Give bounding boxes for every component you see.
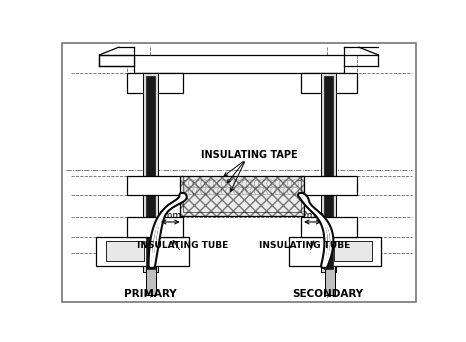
Circle shape [209, 180, 216, 187]
Circle shape [201, 180, 208, 187]
Text: PRIMARY: PRIMARY [124, 289, 177, 299]
Circle shape [242, 180, 249, 187]
Circle shape [291, 187, 299, 195]
Circle shape [230, 187, 237, 195]
Bar [301, 176, 356, 195]
Text: 2mm: 2mm [301, 211, 324, 220]
Circle shape [287, 187, 295, 195]
Circle shape [213, 187, 220, 195]
Circle shape [254, 187, 262, 195]
Circle shape [184, 187, 192, 195]
Circle shape [217, 187, 225, 195]
Bar [106, 241, 144, 261]
Circle shape [188, 187, 196, 195]
Circle shape [201, 187, 208, 195]
Bar [144, 74, 158, 272]
Circle shape [279, 187, 287, 195]
Circle shape [197, 180, 204, 187]
Bar [301, 74, 356, 93]
Bar [325, 266, 335, 295]
Circle shape [254, 180, 262, 187]
Bar [180, 176, 303, 216]
Circle shape [197, 187, 204, 195]
Text: INSULATING TAPE: INSULATING TAPE [201, 150, 298, 160]
Bar [324, 77, 333, 269]
Circle shape [267, 180, 274, 187]
Circle shape [275, 187, 282, 195]
Bar [146, 77, 155, 269]
Text: 2mm: 2mm [159, 211, 182, 220]
Bar [127, 176, 183, 195]
Bar [183, 180, 301, 212]
Bar [96, 237, 189, 266]
Bar [127, 74, 183, 93]
Circle shape [226, 180, 233, 187]
Circle shape [267, 187, 274, 195]
Bar [127, 216, 183, 237]
Circle shape [262, 180, 270, 187]
Circle shape [242, 187, 249, 195]
Circle shape [205, 187, 212, 195]
Circle shape [188, 180, 196, 187]
Bar [134, 55, 343, 74]
Bar [146, 266, 156, 295]
Circle shape [226, 187, 233, 195]
Circle shape [209, 187, 216, 195]
Text: INSULATING TUBE: INSULATING TUBE [137, 241, 228, 250]
Circle shape [184, 180, 192, 187]
Bar [289, 237, 381, 266]
Circle shape [238, 187, 245, 195]
Circle shape [233, 187, 241, 195]
Bar [321, 74, 336, 272]
Circle shape [291, 180, 299, 187]
Circle shape [279, 180, 287, 187]
Circle shape [217, 180, 225, 187]
Bar [180, 176, 303, 216]
Circle shape [271, 187, 278, 195]
Circle shape [230, 180, 237, 187]
Circle shape [283, 187, 290, 195]
Circle shape [250, 180, 258, 187]
Circle shape [233, 180, 241, 187]
Circle shape [262, 187, 270, 195]
Circle shape [238, 180, 245, 187]
Circle shape [246, 180, 254, 187]
Circle shape [275, 180, 282, 187]
Bar [301, 216, 356, 237]
Circle shape [259, 180, 266, 187]
Circle shape [259, 187, 266, 195]
Circle shape [192, 180, 200, 187]
Circle shape [205, 180, 212, 187]
Text: SECONDARY: SECONDARY [292, 289, 363, 299]
Circle shape [213, 180, 220, 187]
Circle shape [287, 180, 295, 187]
Circle shape [221, 187, 229, 195]
Circle shape [192, 187, 200, 195]
Circle shape [271, 180, 278, 187]
Circle shape [246, 187, 254, 195]
Text: INSULATING TUBE: INSULATING TUBE [259, 241, 350, 250]
Circle shape [250, 187, 258, 195]
Bar [334, 241, 372, 261]
Circle shape [221, 180, 229, 187]
Bar [99, 55, 134, 66]
Circle shape [283, 180, 290, 187]
